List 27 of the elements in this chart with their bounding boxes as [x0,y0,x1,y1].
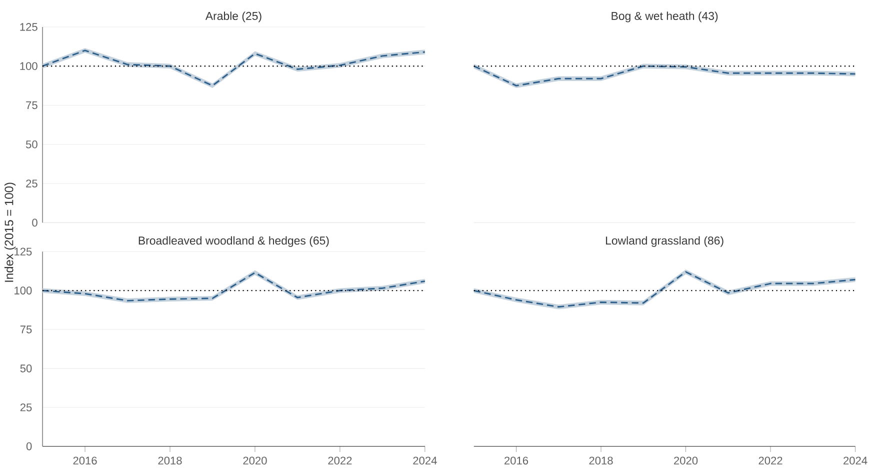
y-tick-label: 75 [26,101,38,110]
x-tick-label: 2018 [158,456,182,465]
chart-title: Arable (25) [205,12,262,22]
y-tick-label: 100 [20,62,38,70]
y-axis-title: Index (2015 = 100) [4,182,16,282]
x-tick-label: 2016 [73,456,97,465]
y-tick-label: 50 [20,364,32,372]
x-tick-label: 2020 [243,456,267,465]
y-tick-label: 25 [20,403,32,412]
y-tick-label: 0 [32,218,38,227]
chart-title: Broadleaved woodland & hedges (65) [138,236,329,247]
x-tick-label: 2024 [844,456,868,465]
y-tick-label: 100 [14,286,32,294]
chart-title: Lowland grassland (86) [606,236,724,247]
y-tick-label: 75 [20,326,32,334]
x-tick-label: 2022 [758,456,782,465]
y-tick-label: 50 [26,140,38,148]
x-tick-label: 2018 [589,456,613,465]
y-tick-label: 0 [26,442,32,450]
y-tick-label: 125 [20,23,38,31]
x-tick-label: 2022 [328,456,352,465]
y-tick-label: 125 [14,248,32,256]
x-tick-label: 2020 [674,456,698,465]
chart-title: Bog & wet heath (43) [612,12,718,22]
x-tick-label: 2016 [504,456,528,465]
x-tick-label: 2024 [413,456,437,465]
y-tick-label: 25 [26,180,38,188]
